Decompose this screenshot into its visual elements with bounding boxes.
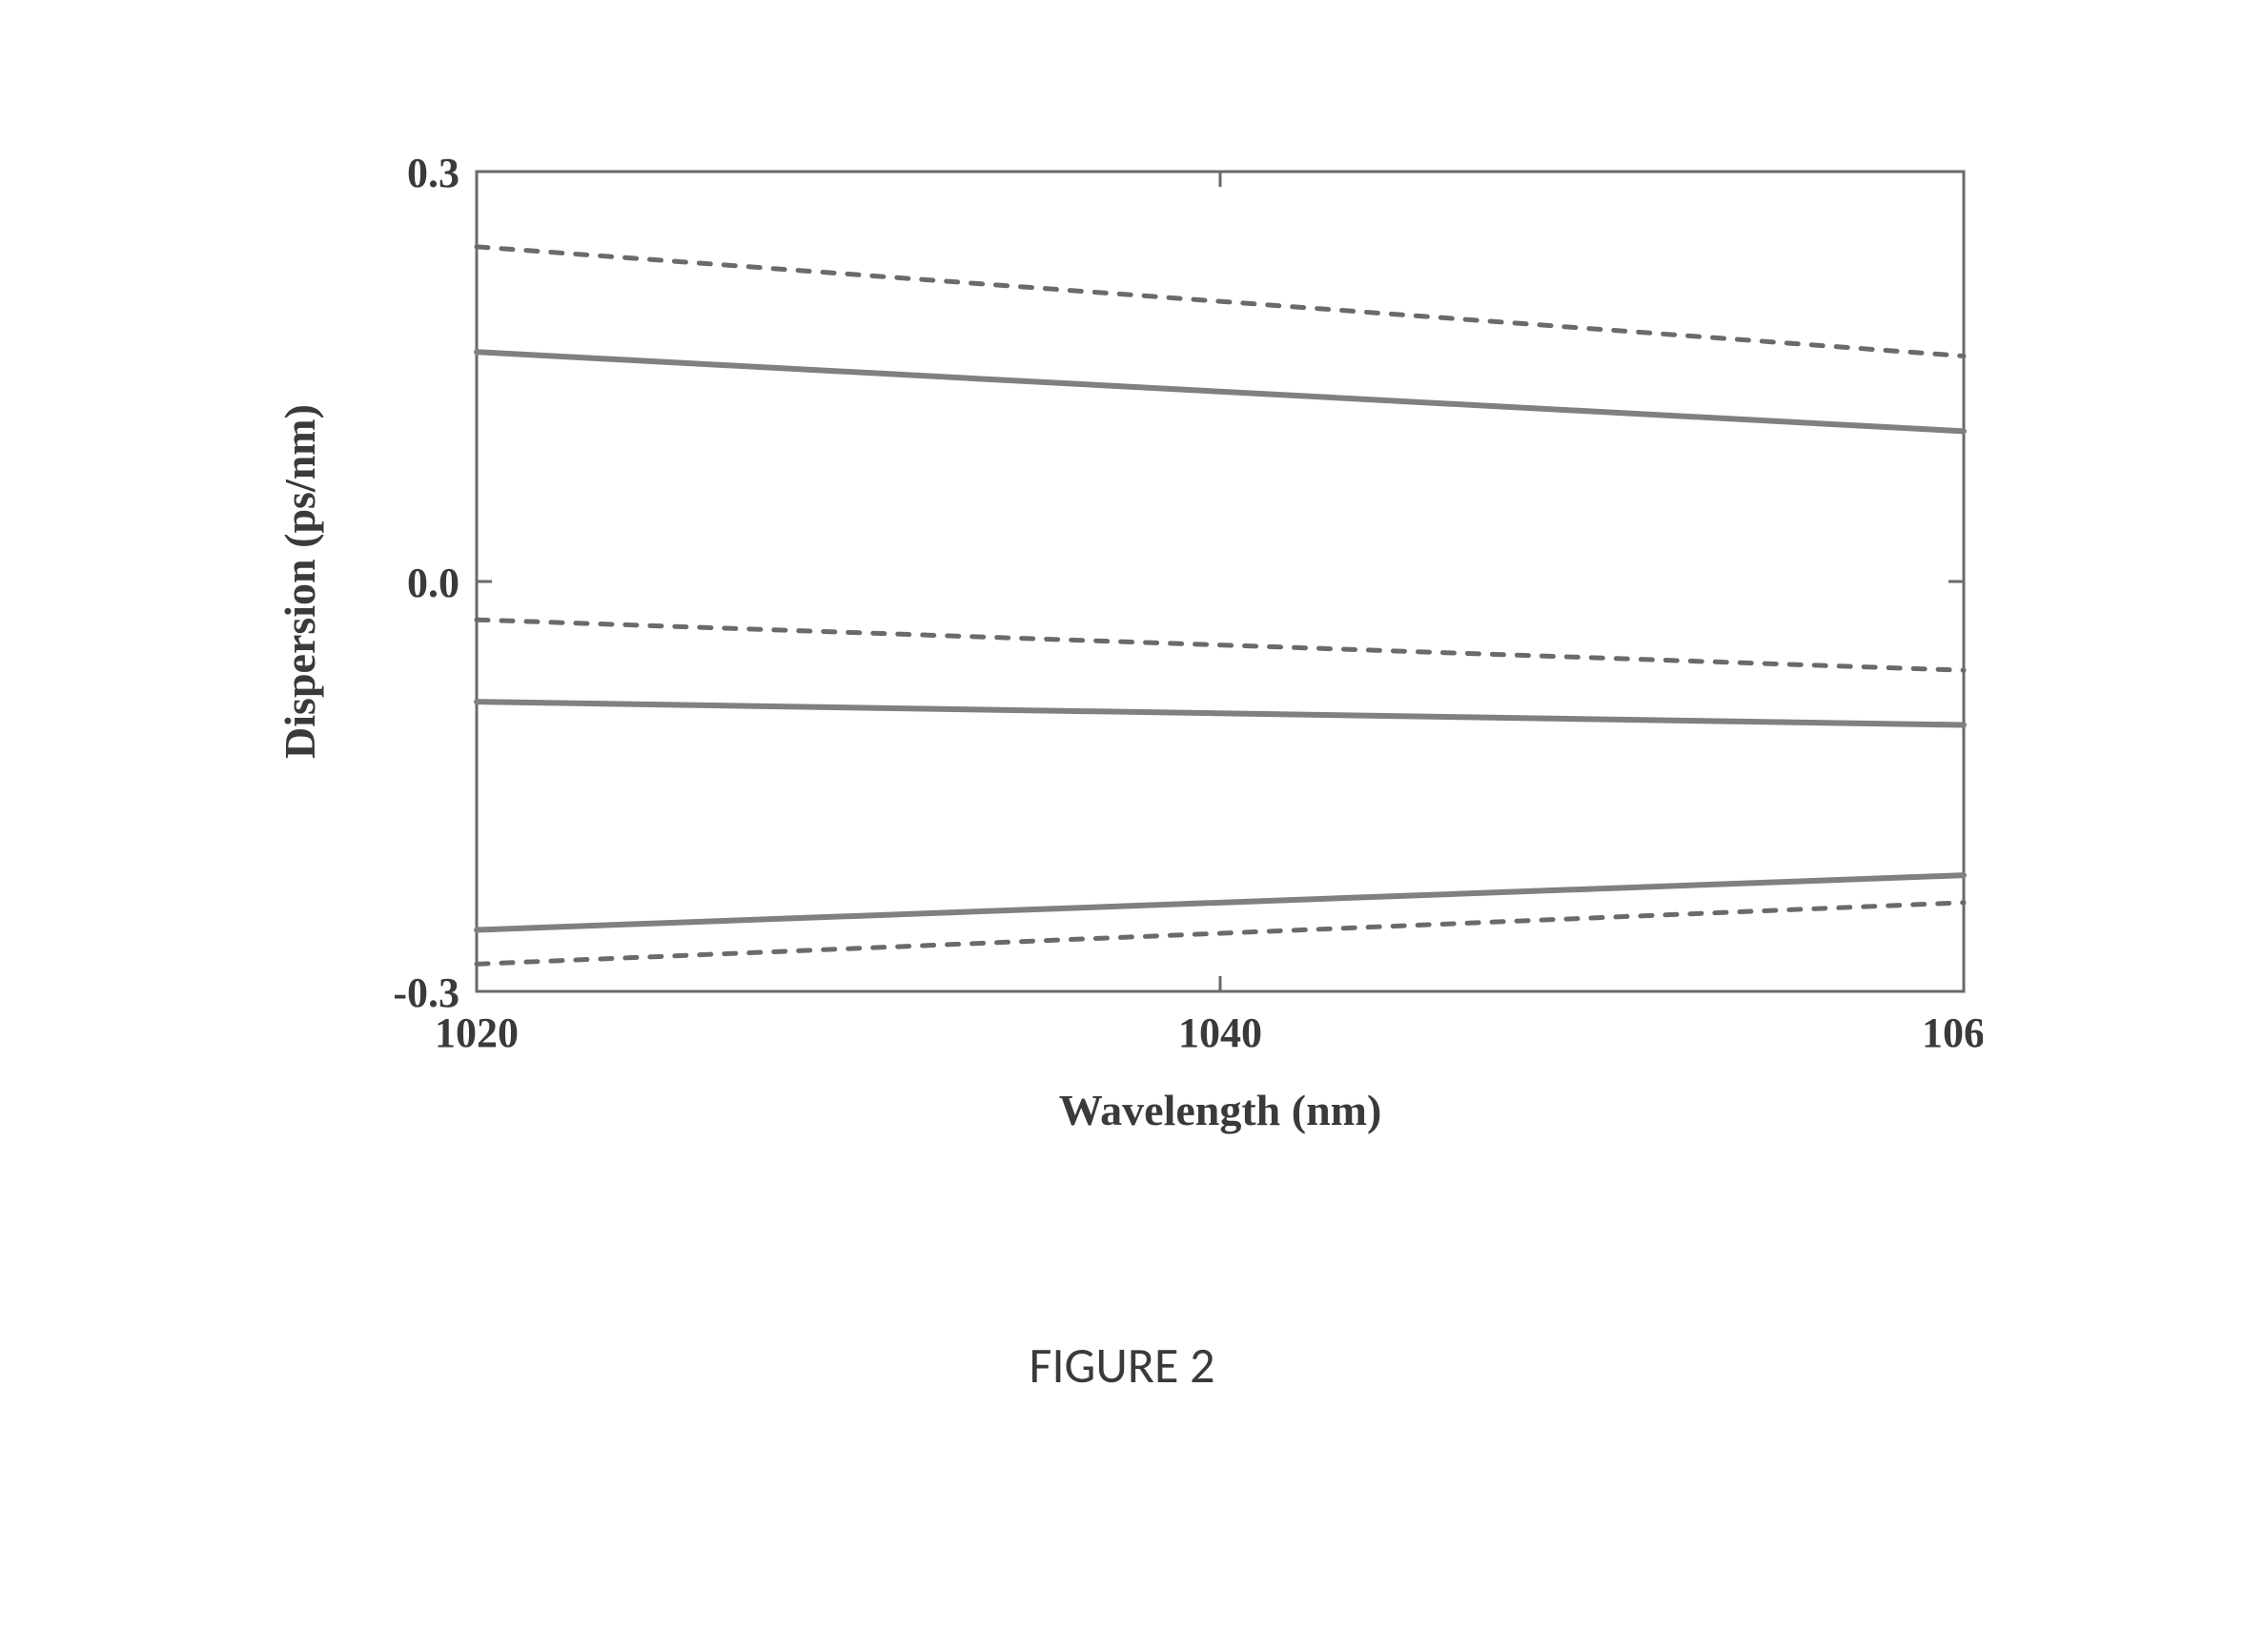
chart-bg: [267, 133, 1983, 1182]
figure-caption-text: FIGURE 2: [1030, 1335, 1215, 1396]
dispersion-chart: 1020 1040 1060 -0.3 0.0 0.3 Wavelength (nm) Dis…: [267, 133, 1983, 1182]
y-axis-label: Dispersion (ps/nm): [275, 404, 324, 759]
figure-caption: FIGURE 2: [0, 1335, 2244, 1396]
xtick-label: 1040: [1178, 1010, 1262, 1056]
ytick-label: 0.0: [407, 560, 459, 606]
ytick-label: 0.3: [407, 150, 459, 196]
ytick-label: -0.3: [393, 969, 459, 1016]
xtick-label: 1020: [435, 1010, 519, 1056]
x-axis-label: Wavelength (nm): [1059, 1086, 1382, 1134]
chart-svg: 1020 1040 1060 -0.3 0.0 0.3 Wavelength (nm) Dis…: [267, 133, 1983, 1182]
xtick-label: 1060: [1922, 1010, 1983, 1056]
